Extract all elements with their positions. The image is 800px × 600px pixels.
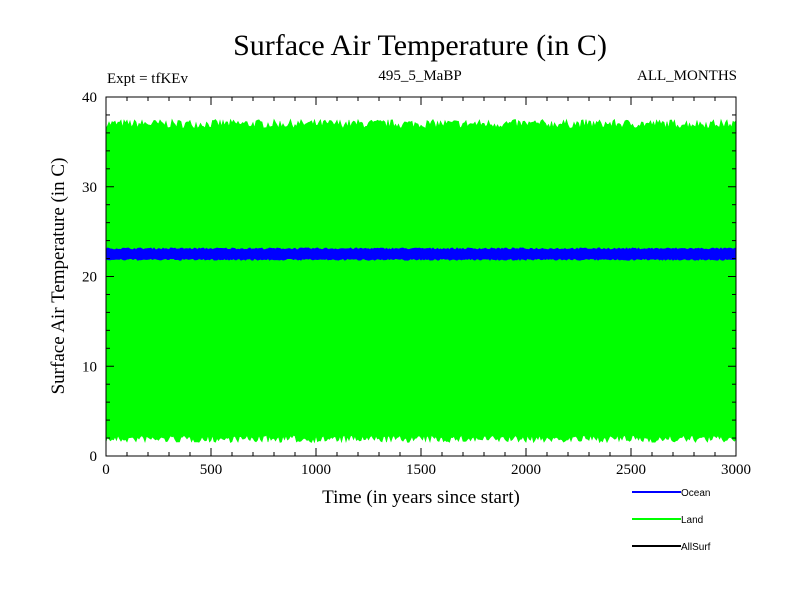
series-ocean bbox=[105, 247, 737, 261]
chart-title: Surface Air Temperature (in C) bbox=[233, 29, 607, 62]
y-axis-label: Surface Air Temperature (in C) bbox=[48, 158, 69, 395]
months-label: ALL_MONTHS bbox=[637, 68, 737, 84]
x-tick-label: 2000 bbox=[511, 462, 541, 478]
experiment-label: Expt = tfKEv bbox=[107, 71, 188, 87]
x-axis-label: Time (in years since start) bbox=[322, 487, 520, 508]
y-tick-label: 0 bbox=[90, 449, 98, 465]
axes: 0 500 1000 1500 2000 2500 3000 0 10 20 30 40 bbox=[82, 90, 751, 478]
plot-data bbox=[105, 118, 737, 444]
y-tick-label: 40 bbox=[82, 90, 97, 106]
legend-label-allsurf: AllSurf bbox=[681, 542, 711, 553]
series-land bbox=[105, 118, 737, 444]
y-tick-label: 20 bbox=[82, 270, 97, 286]
legend-label-land: Land bbox=[681, 515, 703, 526]
legend: Ocean Land AllSurf bbox=[632, 488, 711, 553]
y-tick-label: 10 bbox=[82, 359, 97, 375]
legend-label-ocean: Ocean bbox=[681, 488, 710, 499]
x-tick-label: 500 bbox=[200, 462, 223, 478]
run-label: 495_5_MaBP bbox=[378, 68, 461, 84]
x-tick-label: 2500 bbox=[616, 462, 646, 478]
x-tick-label: 3000 bbox=[721, 462, 751, 478]
x-tick-label: 1500 bbox=[406, 462, 436, 478]
y-tick-label: 30 bbox=[82, 180, 97, 196]
x-tick-label: 1000 bbox=[301, 462, 331, 478]
x-tick-label: 0 bbox=[102, 462, 110, 478]
